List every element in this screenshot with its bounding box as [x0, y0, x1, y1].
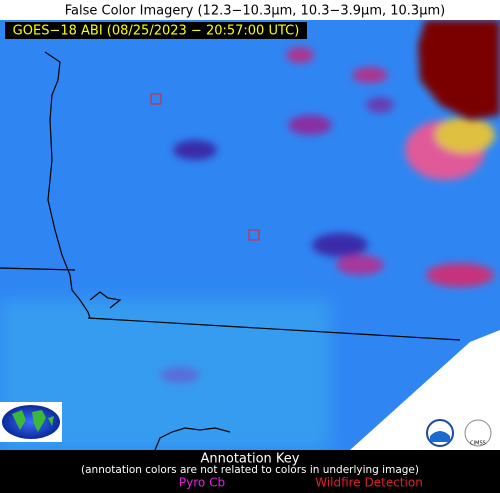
title-band [0, 0, 500, 20]
key-title: Annotation Key [201, 452, 300, 467]
annotation-key [0, 450, 500, 493]
subtitle-box [5, 22, 307, 39]
coastline [0, 51, 461, 451]
imagery [0, 20, 500, 450]
key-item: Pyro Cb [179, 476, 225, 490]
title: False Color Imagery (12.3−10.3µm, 10.3−3… [65, 4, 445, 19]
cimss-logo: CIMSS [464, 419, 492, 447]
globe-logo [0, 402, 62, 442]
subtitle: GOES−18 ABI (08/25/2023 − 20:57:00 UTC) [13, 24, 300, 39]
wildfire-marker [248, 229, 260, 241]
key-item: Wildfire Detection [315, 476, 423, 490]
key-note: (annotation colors are not related to co… [81, 464, 419, 476]
cimss-label: CIMSS [470, 441, 486, 447]
noaa-logo [426, 419, 454, 447]
wildfire-marker [150, 93, 162, 105]
